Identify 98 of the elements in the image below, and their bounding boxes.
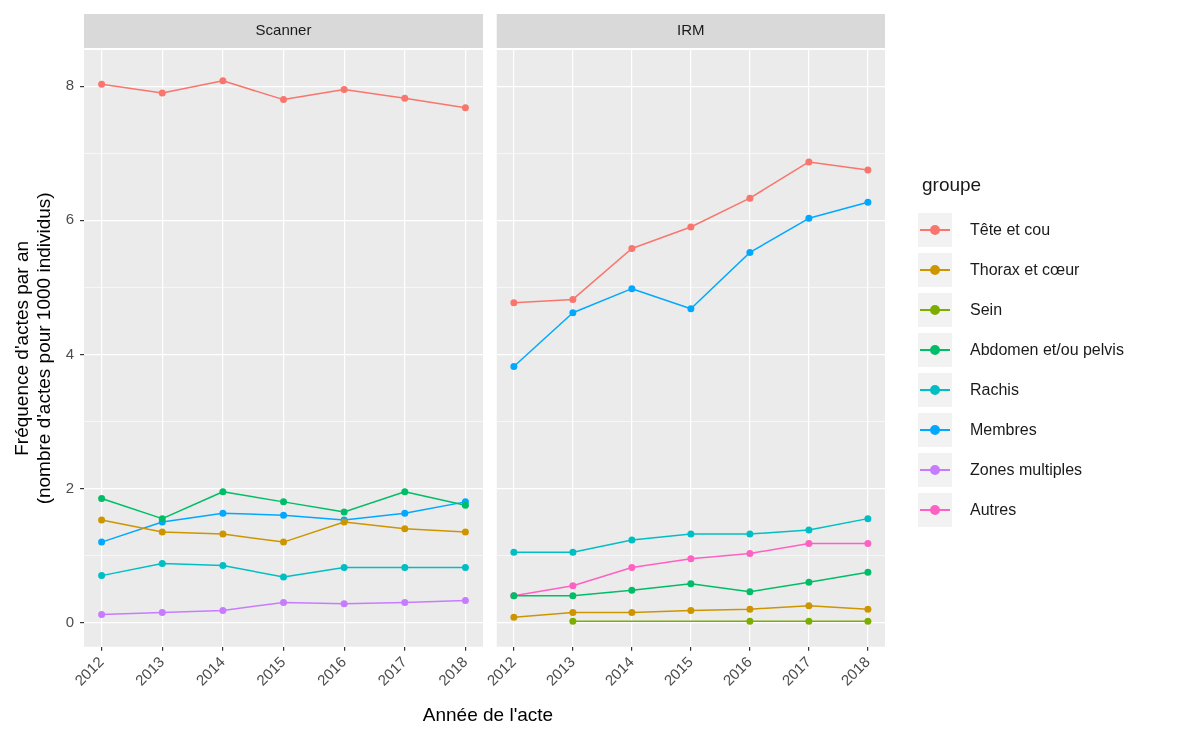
legend-label: Sein bbox=[970, 301, 1003, 319]
point bbox=[805, 602, 813, 610]
point bbox=[805, 214, 813, 222]
point bbox=[461, 528, 469, 536]
point bbox=[746, 588, 754, 596]
point bbox=[219, 488, 227, 496]
point bbox=[687, 223, 695, 231]
point bbox=[98, 495, 106, 503]
point bbox=[746, 605, 754, 613]
point bbox=[805, 578, 813, 586]
point bbox=[98, 80, 106, 88]
chart-title: IRM bbox=[677, 21, 705, 39]
point bbox=[864, 515, 872, 523]
point bbox=[805, 617, 813, 625]
x-axis-title: Année de l'acte bbox=[421, 704, 555, 726]
point bbox=[746, 549, 754, 557]
chart-title: Scanner bbox=[255, 21, 312, 39]
point bbox=[219, 530, 227, 538]
point bbox=[864, 605, 872, 613]
point bbox=[569, 608, 577, 616]
point bbox=[98, 572, 106, 580]
y-tick-label: 6 bbox=[65, 210, 75, 228]
point bbox=[687, 305, 695, 313]
y-tick-label: 4 bbox=[65, 344, 75, 362]
point bbox=[280, 598, 288, 606]
legend-label: Autres bbox=[970, 501, 1017, 519]
point bbox=[461, 596, 469, 604]
legend-label: Thorax et cœur bbox=[970, 261, 1080, 279]
point bbox=[569, 295, 577, 303]
point bbox=[340, 508, 348, 516]
point bbox=[864, 568, 872, 576]
point bbox=[219, 606, 227, 614]
legend-label: Abdomen et/ou pelvis bbox=[970, 341, 1124, 359]
point bbox=[219, 77, 227, 85]
point bbox=[628, 564, 636, 572]
point bbox=[510, 362, 518, 370]
y-tick-label: 0 bbox=[65, 612, 75, 630]
point bbox=[628, 285, 636, 293]
point bbox=[401, 564, 409, 572]
point bbox=[805, 158, 813, 166]
point bbox=[510, 548, 518, 556]
y-tick-label: 8 bbox=[65, 76, 75, 94]
point bbox=[569, 592, 577, 600]
point bbox=[340, 86, 348, 94]
point bbox=[158, 608, 166, 616]
legend-label: Rachis bbox=[970, 381, 1019, 399]
point bbox=[864, 198, 872, 206]
point bbox=[746, 617, 754, 625]
point bbox=[158, 89, 166, 97]
point bbox=[687, 530, 695, 538]
point bbox=[746, 530, 754, 538]
point bbox=[569, 309, 577, 317]
point bbox=[628, 586, 636, 594]
point bbox=[864, 539, 872, 547]
legend-label: Zones multiples bbox=[970, 461, 1083, 479]
point bbox=[510, 299, 518, 307]
point bbox=[98, 611, 106, 618]
point bbox=[687, 606, 695, 614]
point bbox=[569, 582, 577, 590]
point bbox=[340, 564, 348, 572]
point bbox=[340, 600, 348, 608]
legend-title: groupe bbox=[922, 174, 983, 196]
y-tick-label: 2 bbox=[65, 478, 75, 496]
point bbox=[98, 516, 106, 524]
y-axis-title: Fréquence d'actes par an (nombre d'actes pour 1000 individus) bbox=[11, 192, 55, 505]
point bbox=[280, 96, 288, 104]
point bbox=[510, 613, 518, 621]
point bbox=[219, 509, 227, 517]
point bbox=[746, 248, 754, 256]
point bbox=[401, 94, 409, 102]
point bbox=[687, 555, 695, 563]
point bbox=[280, 511, 288, 519]
point bbox=[569, 548, 577, 556]
point bbox=[158, 528, 166, 536]
point bbox=[628, 608, 636, 616]
point bbox=[280, 573, 288, 581]
point bbox=[864, 617, 872, 625]
point bbox=[158, 560, 166, 568]
point bbox=[805, 539, 813, 547]
point bbox=[401, 525, 409, 533]
point bbox=[569, 617, 577, 625]
point bbox=[864, 166, 872, 174]
legend-label: Tête et cou bbox=[970, 221, 1051, 239]
point bbox=[461, 564, 469, 572]
point bbox=[219, 562, 227, 570]
point bbox=[401, 509, 409, 517]
point bbox=[401, 488, 409, 496]
point bbox=[628, 536, 636, 544]
point bbox=[746, 194, 754, 202]
point bbox=[805, 526, 813, 534]
point bbox=[461, 104, 469, 112]
point bbox=[401, 598, 409, 606]
point bbox=[280, 498, 288, 506]
point bbox=[280, 538, 288, 546]
point bbox=[98, 538, 106, 546]
point bbox=[628, 244, 636, 252]
point bbox=[687, 580, 695, 588]
legend-label: Membres bbox=[970, 421, 1037, 439]
